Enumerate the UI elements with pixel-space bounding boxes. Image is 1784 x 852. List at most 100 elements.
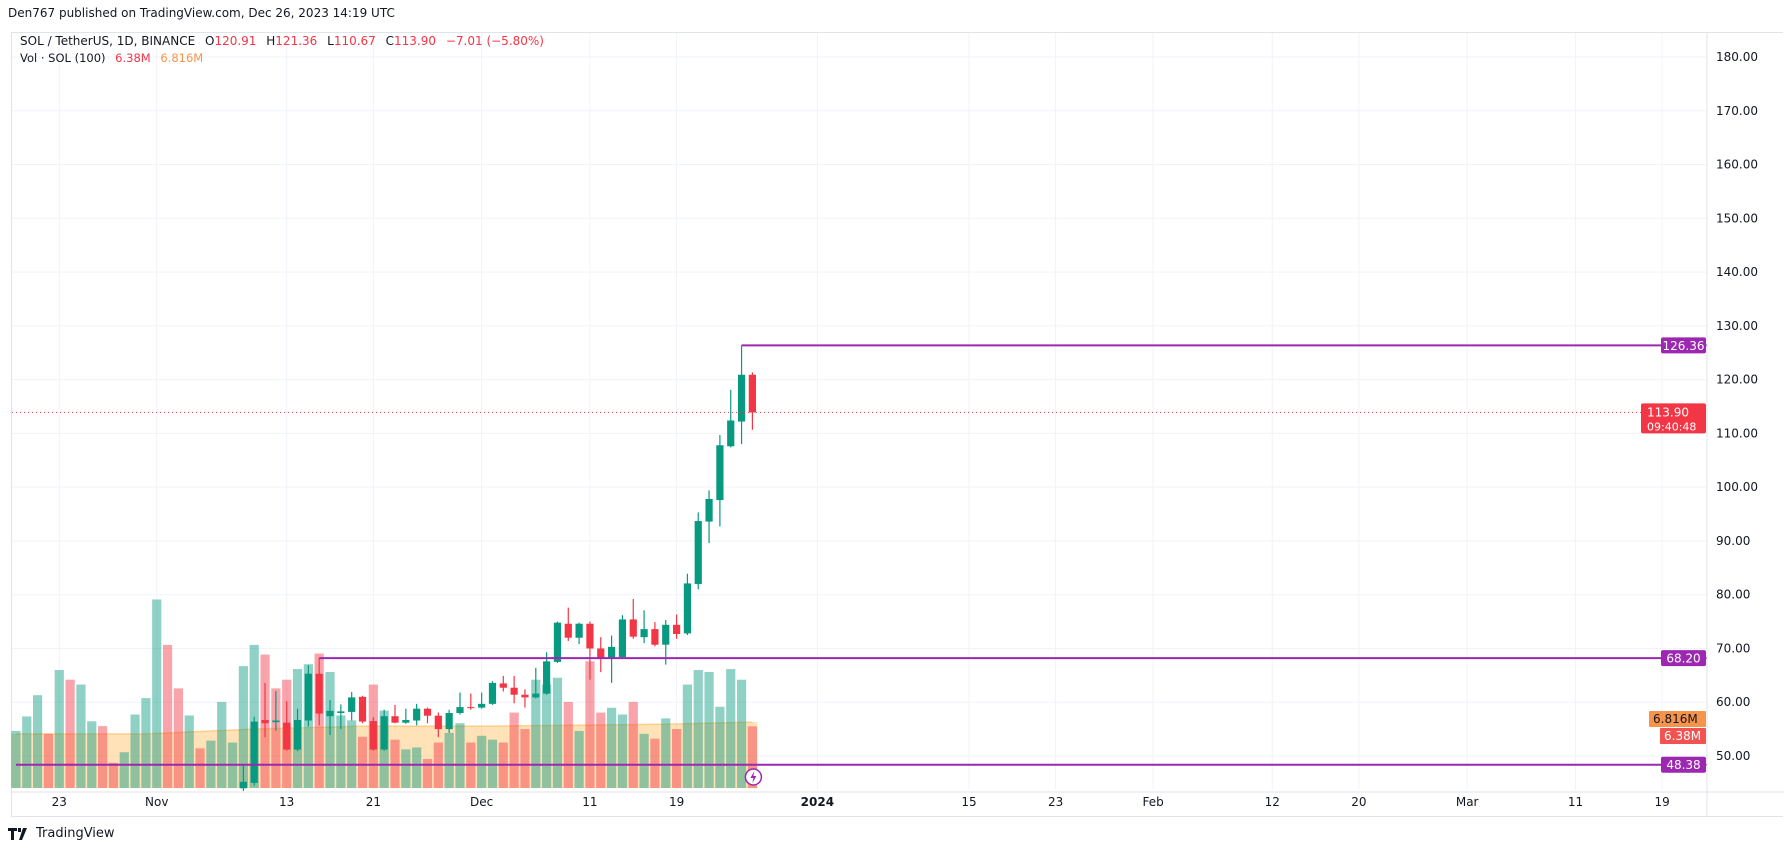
candle-body [402,719,410,723]
volume-legend: Vol · SOL (100) 6.38M 6.816M [20,51,203,65]
time-tick-label: 13 [279,795,294,809]
volume-bar [455,723,465,788]
tradingview-logo-icon [8,827,27,840]
volume-bar [43,733,54,788]
volume-bar [607,707,617,788]
price-tick-label: 60.00 [1716,695,1750,709]
volume-bar [661,718,671,788]
high-label: H [266,34,276,48]
candle-body [672,624,681,634]
price-tick-label: 110.00 [1716,426,1758,440]
level-price-label: 48.38 [1666,758,1700,772]
close-label: C [385,34,395,48]
volume-bar [195,748,205,788]
volume-bar [585,661,595,788]
last-price-badge [1641,403,1706,434]
candle-body [694,521,702,584]
volume-bar [401,749,411,788]
volume-bar [726,669,736,788]
tradingview-brand[interactable]: TradingView [8,826,115,841]
volume-bar [238,666,248,788]
volume-value: 6.38M [115,51,151,65]
change-value: −7.01 (−5.80%) [445,34,544,48]
volume-bar [65,679,75,788]
candle-body [369,721,377,750]
volume-last-badge [1660,728,1706,744]
volume-bar [563,701,573,788]
volume-bar [336,715,346,788]
countdown-label: 09:40:48 [1647,420,1696,433]
volume-bar [736,679,747,788]
volume-bar [596,712,606,788]
candle-body [716,445,724,501]
volume-title[interactable]: Vol · SOL (100) [20,51,106,65]
time-tick-label: 15 [961,795,976,809]
candle-body [586,623,594,649]
volume-bar [444,732,454,788]
volume-bar [617,714,628,788]
volume-bar [531,679,541,788]
price-tick-label: 50.00 [1716,749,1750,763]
price-tick-label: 70.00 [1716,641,1750,655]
time-tick-label: 19 [1654,795,1669,809]
candle-body [662,624,670,645]
candle-body [575,623,583,638]
level-price-label: 126.36 [1663,339,1705,353]
time-tick-label: Dec [470,795,493,809]
level-price-badge [1661,756,1706,773]
open-label: O [204,34,215,48]
price-tick-label: 160.00 [1716,158,1758,172]
volume-bar [141,698,151,788]
volume-bar [639,733,649,788]
candle-body [315,673,323,714]
volume-bar [552,677,563,788]
candle-body [499,683,507,688]
candle-body [488,682,497,704]
candle-body [510,687,518,695]
candle-body [380,716,388,750]
volume-ma-label: 6.816M [1653,712,1698,726]
volume-bar [715,706,725,788]
candle-body [283,722,291,750]
volume-bar [119,752,129,788]
lightning-icon [750,771,757,783]
volume-bar [357,736,368,788]
published-caption: Den767 published on TradingView.com, Dec… [8,6,395,20]
volume-bar [650,738,660,788]
volume-bar [682,684,693,788]
candle-body [467,707,475,709]
level-price-badge [1661,337,1706,354]
volume-bar [671,729,682,788]
candle-body [478,703,486,708]
low-value: 110.67 [333,34,376,48]
candle-body [272,720,280,723]
candle-body [553,622,562,662]
volume-bar [574,730,584,788]
time-tick-label: 11 [1568,795,1583,809]
volume-bar [704,671,714,788]
volume-bar [693,670,703,788]
candle-body [608,646,616,659]
candle-body [293,719,302,750]
price-tick-label: 80.00 [1716,588,1750,602]
candle-body [651,629,659,645]
volume-bar [76,684,86,788]
volume-bar [271,688,281,788]
candle-body [348,697,356,712]
candle-body [423,708,432,716]
candle-body [326,710,334,717]
candle-body [358,696,367,722]
volume-bar [217,701,227,788]
volume-ma-line [15,721,753,735]
last-price-label: 113.90 [1647,405,1689,419]
volume-ma-area [10,722,758,788]
price-tick-label: 170.00 [1716,104,1758,118]
time-tick-label: 19 [669,795,684,809]
volume-bar [542,684,552,788]
volume-bar [747,726,757,788]
open-value: 120.91 [214,34,257,48]
candle-body [629,619,637,637]
symbol-title[interactable]: SOL / TetherUS, 1D, BINANCE [20,34,196,48]
low-label: L [327,34,334,48]
